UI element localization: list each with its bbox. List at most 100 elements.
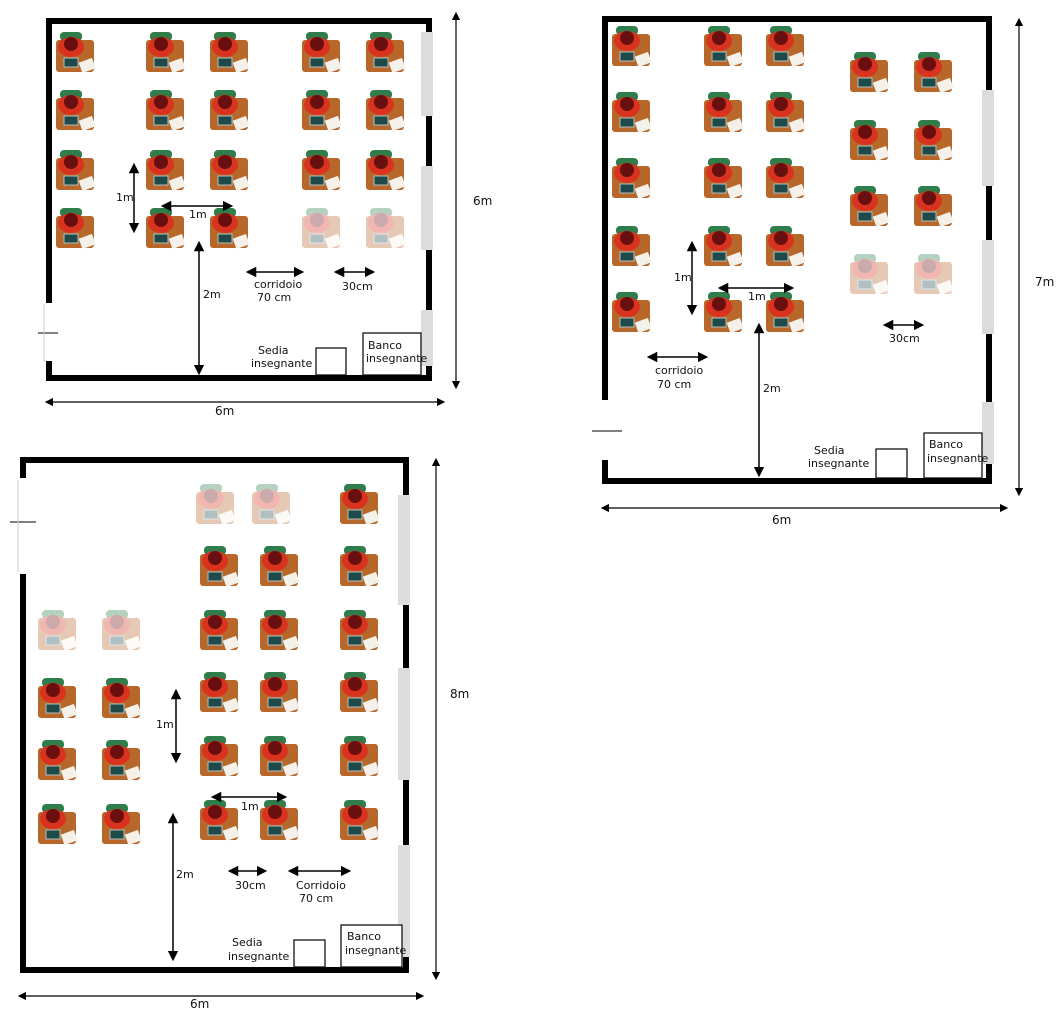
student-desk [611,225,653,268]
room-1-window [421,166,433,250]
student-desk [703,25,745,68]
one-meter-label: 1m [156,718,174,731]
room-2-door [600,400,612,460]
student-desk [259,671,301,714]
student-desk [365,31,407,74]
room-height-label: 8m [450,687,469,701]
student-desk [339,545,381,588]
room-6x6: 1m 1m 2m corridoio 70 cm 30cm Sedia inse… [38,11,492,418]
faded-desk [365,207,407,250]
teacher-desk-label: insegnante [345,944,407,957]
faded-desk [301,207,343,250]
student-desk [259,609,301,652]
student-desk [365,89,407,132]
student-desk [611,291,653,334]
teacher-chair-label: insegnante [251,357,313,370]
teacher-desk-label: Banco [929,438,963,451]
room-6x8: 1m 1m 2m 30cm Corridoio 70 cm Sedia inse… [10,457,469,1010]
room-3-walls [20,457,409,973]
student-desk [145,31,187,74]
room-2-window [982,90,994,186]
student-desk [301,31,343,74]
teacher-chair [315,347,347,376]
teacher-desk [362,332,422,376]
student-desk [339,609,381,652]
student-desk [209,207,251,250]
teacher-chair-label: Sedia [232,936,263,949]
room-1-window [421,310,433,366]
student-desk [611,91,653,134]
one-meter-label: 1m [241,800,259,813]
corridor-label: corridoio [655,364,703,377]
student-desk [101,803,143,846]
student-desk [611,157,653,200]
corridor-width-label: 70 cm [257,291,291,304]
student-desk [339,799,381,842]
teacher-desk-label: insegnante [366,352,428,365]
gap-30cm-label: 30cm [889,332,920,345]
student-desk [55,207,97,250]
student-desk [199,545,241,588]
two-meters-label: 2m [763,382,781,395]
student-desk [849,51,891,94]
student-desk [301,89,343,132]
student-desk [703,291,745,334]
gap-30cm-label: 30cm [342,280,373,293]
gap-30cm-label: 30cm [235,879,266,892]
corridor-width-label: 70 cm [657,378,691,391]
student-desk [37,803,79,846]
teacher-desk-label: insegnante [927,452,989,465]
room-1-walls [46,18,432,381]
faded-desk [195,483,237,526]
room-height-label: 6m [473,194,492,208]
student-desk [55,149,97,192]
teacher-desk [923,432,983,479]
faded-desk [849,253,891,296]
faded-desk [101,609,143,652]
teacher-chair-label: Sedia [814,444,845,457]
room-height-label: 7m [1035,275,1054,289]
room-2-window [982,240,994,334]
student-desk [339,735,381,778]
faded-desk [251,483,293,526]
room-6x7: 1m 1m 2m corridoio 70 cm 30cm Sedia inse… [592,16,1054,527]
one-meter-label: 1m [674,271,692,284]
room-2-desks [611,25,955,334]
room-3-door [17,478,31,574]
student-desk [301,149,343,192]
student-desk [259,735,301,778]
room-1-door [44,303,56,361]
teacher-desk-label: Banco [368,339,402,352]
student-desk [611,25,653,68]
student-desk [913,185,955,228]
student-desk [145,207,187,250]
faded-desk [37,609,79,652]
room-1-window [421,32,433,116]
room-width-label: 6m [190,997,209,1010]
student-desk [199,609,241,652]
room-3-window [398,668,410,780]
student-desk [145,89,187,132]
room-3-window [398,495,410,605]
student-desk [199,735,241,778]
student-desk [259,545,301,588]
student-desk [209,149,251,192]
teacher-chair-label: Sedia [258,344,289,357]
student-desk [101,677,143,720]
room-width-label: 6m [215,404,234,418]
student-desk [339,483,381,526]
student-desk [55,31,97,74]
room-1-desks [55,31,407,250]
corridor-label: corridoio [254,278,302,291]
room-3-desks [37,483,381,846]
teacher-chair-label: insegnante [228,950,290,963]
student-desk [849,119,891,162]
corridor-width-label: 70 cm [299,892,333,905]
teacher-chair-label: insegnante [808,457,870,470]
teacher-chair [293,939,326,968]
faded-desk [913,253,955,296]
two-meters-label: 2m [203,288,221,301]
student-desk [765,157,807,200]
student-desk [209,89,251,132]
student-desk [703,225,745,268]
